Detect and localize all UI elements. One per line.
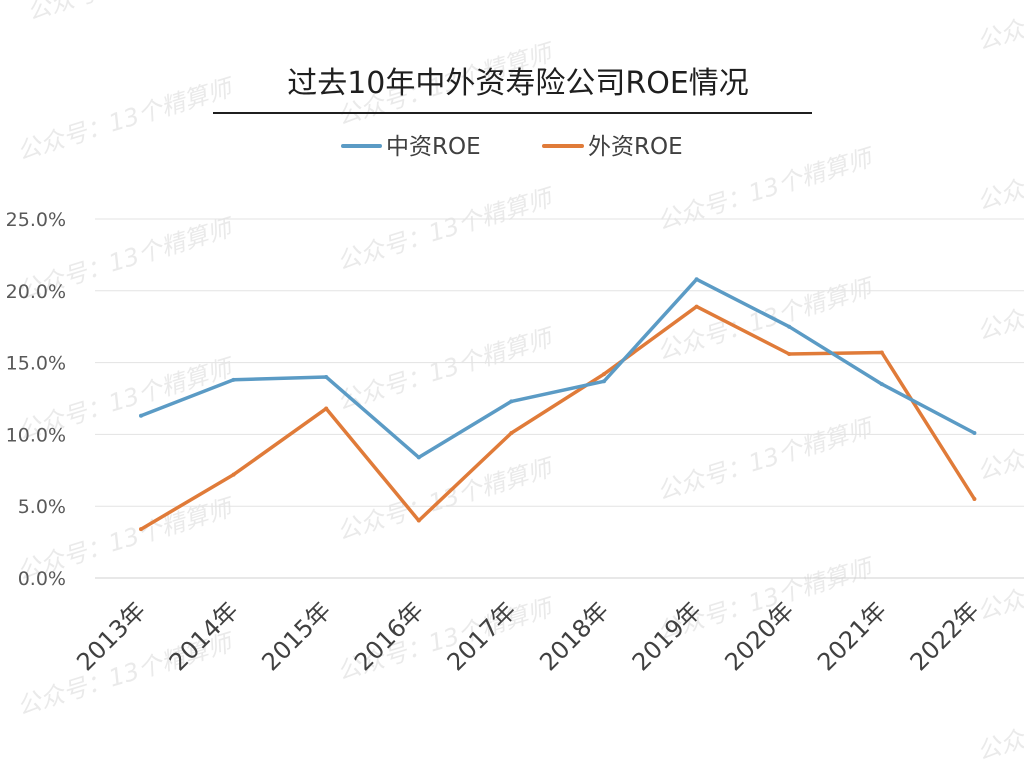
gridlines	[95, 218, 1024, 579]
chart-title: 过去10年中外资寿险公司ROE情况	[287, 66, 749, 101]
data-point	[324, 406, 329, 411]
data-point	[509, 430, 514, 435]
y-tick-label: 15.0%	[6, 353, 66, 375]
watermark-text: 公众号：13个精算师	[974, 253, 1024, 346]
data-point	[416, 455, 421, 460]
data-point	[879, 382, 884, 387]
watermark-text: 公众号：13个精算师	[974, 533, 1024, 626]
data-point	[509, 399, 514, 404]
x-tick-label: 2019年	[627, 596, 707, 676]
data-point	[602, 379, 606, 384]
y-tick-label: 5.0%	[18, 496, 66, 518]
series-line-domestic	[139, 277, 977, 460]
watermark-text: 公众号：13个精算师	[974, 393, 1024, 486]
data-point	[602, 372, 606, 377]
legend: 中资ROE 外资ROE	[341, 134, 683, 160]
watermark-text: 公众号：13个精算师	[334, 323, 559, 416]
data-point	[231, 472, 236, 477]
legend-label-foreign: 外资ROE	[588, 134, 683, 160]
series-lines	[139, 277, 977, 532]
data-point	[972, 497, 977, 502]
data-point	[972, 430, 977, 435]
y-tick-label: 10.0%	[6, 424, 66, 446]
watermark-text: 公众号：13个精算师	[974, 673, 1024, 766]
data-point	[139, 413, 143, 418]
legend-label-domestic: 中资ROE	[386, 134, 481, 160]
data-point	[139, 527, 143, 532]
watermark-text: 公众号：13个精算师	[974, 123, 1024, 216]
data-point	[231, 377, 236, 382]
data-point	[694, 304, 699, 309]
data-point	[324, 374, 329, 379]
y-tick-label: 25.0%	[6, 209, 66, 231]
y-tick-label: 20.0%	[6, 281, 66, 303]
x-tick-label: 2022年	[905, 596, 985, 676]
data-point	[694, 277, 699, 282]
watermark-text: 公众号：13个精算师	[654, 413, 879, 506]
watermark-text: 公众号：13个精算师	[974, 0, 1024, 56]
watermark-text: 公众号：13个精算师	[334, 183, 559, 276]
data-point	[787, 351, 792, 356]
x-tick-label: 2015年	[256, 596, 336, 676]
watermark-text: 公众号：13个精算师	[24, 0, 249, 26]
data-point	[787, 324, 792, 329]
y-axis: 0.0% 5.0% 10.0% 15.0% 20.0% 25.0%	[6, 209, 66, 590]
data-point	[416, 518, 421, 523]
x-tick-label: 2021年	[812, 596, 892, 676]
data-point	[879, 350, 884, 355]
watermark-text: 公众号：13个精算师	[334, 453, 559, 546]
y-tick-label: 0.0%	[18, 568, 66, 590]
watermark-text: 公众号：13个精算师	[14, 73, 239, 166]
watermark-text: 公众号：13个精算师	[654, 143, 879, 236]
series-line-foreign	[139, 304, 977, 531]
